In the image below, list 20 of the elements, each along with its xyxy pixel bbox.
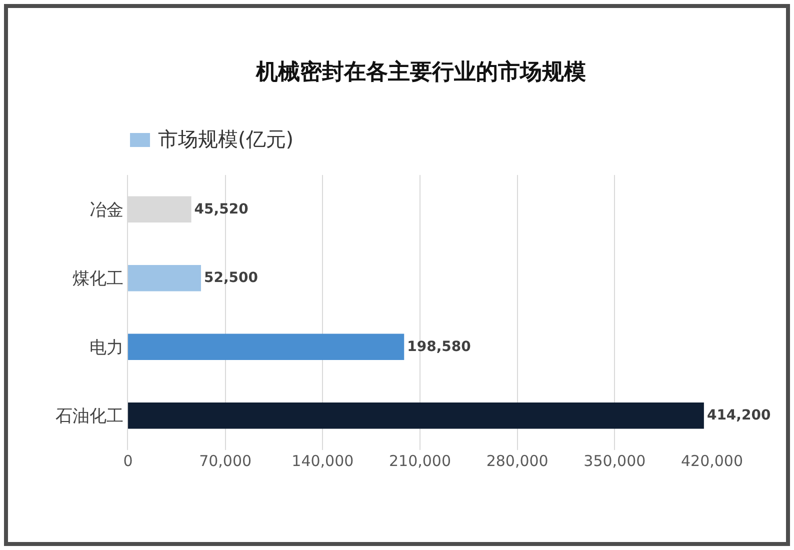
y-tick-label: 电力: [90, 338, 124, 358]
data-label: 414,200: [706, 408, 771, 424]
bar: [128, 334, 404, 360]
bar: [128, 265, 201, 292]
y-tick-label: 煤化工: [72, 269, 124, 290]
chart-title: 机械密封在各主要行业的市场规模: [254, 59, 586, 86]
x-tick-label: 0: [123, 452, 133, 470]
x-tick-label: 140,000: [292, 452, 354, 470]
y-tick-label: 冶金: [90, 200, 124, 220]
x-tick-label: 350,000: [584, 452, 646, 470]
x-tick-label: 70,000: [199, 452, 252, 470]
data-label: 52,500: [204, 270, 258, 286]
data-label: 45,520: [194, 201, 249, 218]
y-tick-label: 石油化工: [56, 406, 124, 427]
data-label: 198,580: [407, 338, 472, 355]
legend-label: 市场规模(亿元): [158, 126, 294, 153]
x-tick-label: 280,000: [486, 452, 548, 470]
x-tick-label: 420,000: [680, 452, 744, 470]
x-tick-label: 210,000: [388, 452, 452, 470]
bar: [128, 402, 704, 429]
